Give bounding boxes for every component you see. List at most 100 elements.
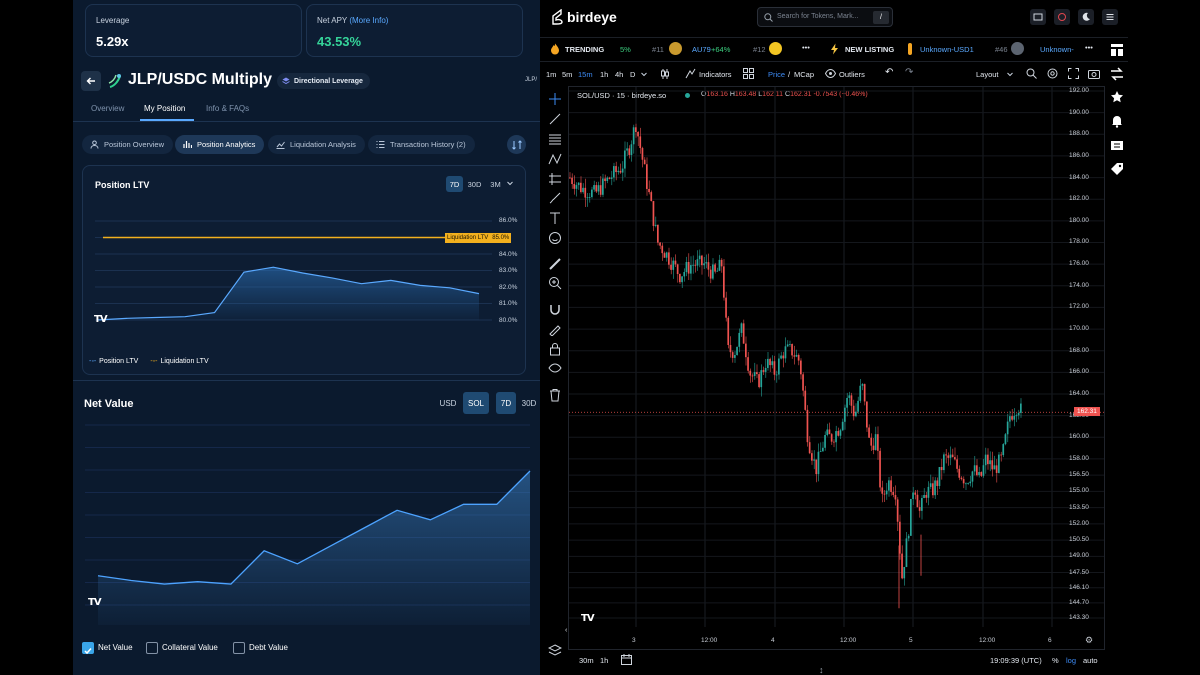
outliers-toggle[interactable]: Outliers <box>839 70 865 79</box>
new-listing-unknown[interactable]: Unknown- <box>1040 45 1074 54</box>
nv-range-7d[interactable]: 7D <box>496 392 516 414</box>
new-listing-usd1[interactable]: Unknown-USD1 <box>920 45 974 54</box>
tf-4h[interactable]: 4h <box>615 70 624 79</box>
trending-item-au79[interactable]: AU79 <box>692 45 711 54</box>
ltv-range-30d[interactable]: 30D <box>467 179 482 189</box>
unit-usd[interactable]: USD <box>439 398 457 408</box>
collateral-value-checkbox[interactable] <box>146 642 158 654</box>
candle-body <box>602 178 604 195</box>
camera-icon[interactable] <box>1088 68 1100 79</box>
tab-info-faqs[interactable]: Info & FAQs <box>206 104 250 113</box>
chevron-down-icon[interactable] <box>641 72 647 77</box>
brush-icon[interactable] <box>548 191 562 205</box>
range-30m[interactable]: 30m <box>579 656 594 665</box>
candle-body <box>621 168 624 173</box>
visibility-icon[interactable] <box>548 361 562 375</box>
tf-15m[interactable]: 15m <box>578 70 593 79</box>
more-trending[interactable]: ••• <box>802 43 810 52</box>
unit-sol[interactable]: SOL <box>463 392 489 414</box>
symbol-label[interactable]: SOL/USD · 15 · birdeye.so <box>577 91 667 100</box>
log-scale-toggle[interactable]: log <box>1066 656 1077 665</box>
trend-line-icon[interactable] <box>548 112 562 126</box>
trash-icon[interactable] <box>548 388 562 402</box>
tf-1h[interactable]: 1h <box>600 70 609 79</box>
star-icon[interactable] <box>1110 90 1124 104</box>
collapse-toolbar-button[interactable]: ‹ <box>565 627 568 634</box>
chevron-down-icon[interactable] <box>507 181 513 186</box>
tag-icon[interactable] <box>1110 162 1124 176</box>
emoji-icon[interactable] <box>548 231 562 245</box>
measure-tool-icon[interactable] <box>548 172 562 186</box>
layout-button[interactable]: Layout <box>976 70 999 79</box>
resize-handle[interactable]: ↕ <box>819 665 824 675</box>
text-tool-icon[interactable] <box>548 211 562 225</box>
apy-card: Net APY (More Info) 43.53% <box>306 4 523 57</box>
more-new-listing[interactable]: ••• <box>1085 43 1093 52</box>
bell-icon[interactable] <box>1110 114 1124 128</box>
zoom-in-icon[interactable] <box>548 276 562 290</box>
ltv-range-7d[interactable]: 7D <box>446 176 463 192</box>
range-1h[interactable]: 1h <box>600 656 609 665</box>
collateral-value-checkbox-label[interactable]: Collateral Value <box>162 643 218 652</box>
debt-value-checkbox[interactable] <box>233 642 245 654</box>
lock-drawing-icon[interactable] <box>548 322 562 336</box>
ohlc-high: 163.48 <box>734 91 757 98</box>
debt-value-checkbox-label[interactable]: Debt Value <box>249 643 288 652</box>
undo-button[interactable]: ↶ <box>885 67 894 78</box>
nv-range-30d[interactable]: 30D <box>521 398 537 408</box>
lock-icon[interactable] <box>548 342 562 356</box>
mcap-toggle[interactable]: MCap <box>794 70 815 79</box>
net-value-checkbox[interactable] <box>82 642 94 655</box>
indicators-button[interactable]: Indicators <box>699 70 732 79</box>
trending-label: TRENDING <box>565 45 605 54</box>
settings-icon[interactable] <box>1047 68 1058 79</box>
search-box[interactable]: Search for Tokens, Mark... / <box>757 7 893 27</box>
tf-5m[interactable]: 5m <box>562 70 573 79</box>
menu-button[interactable] <box>1102 9 1118 25</box>
emoji-token-avatar[interactable] <box>769 42 782 55</box>
subtab-liquidation-analysis[interactable]: Liquidation Analysis <box>268 135 365 154</box>
ruler-icon[interactable] <box>548 257 562 271</box>
dashboard-icon[interactable] <box>1110 43 1124 57</box>
swap-icon[interactable] <box>1110 67 1124 81</box>
more-info-link[interactable]: (More Info) <box>349 16 389 25</box>
candles-icon[interactable] <box>660 68 670 80</box>
candle-body <box>749 370 752 376</box>
calendar-icon[interactable] <box>621 654 632 665</box>
brand-name[interactable]: birdeye <box>567 9 617 25</box>
tf-1m[interactable]: 1m <box>546 70 557 79</box>
horizontal-lines-icon[interactable] <box>548 132 562 146</box>
back-button[interactable] <box>81 71 101 91</box>
candle-body <box>806 409 809 443</box>
theme-toggle-button[interactable] <box>1078 9 1094 25</box>
pattern-tool-icon[interactable] <box>548 152 562 166</box>
portfolio-icon[interactable] <box>1110 138 1124 152</box>
chevron-down-icon[interactable] <box>1007 72 1013 77</box>
crosshair-icon[interactable] <box>548 92 562 106</box>
ltv-ytick: 80.0% <box>499 317 518 324</box>
tab-overview[interactable]: Overview <box>91 104 125 113</box>
magnet-icon[interactable] <box>548 303 562 317</box>
subtab-transaction-history[interactable]: Transaction History (2) <box>368 135 475 154</box>
notification-button[interactable] <box>1054 9 1070 25</box>
zoom-search-icon[interactable] <box>1026 68 1037 79</box>
percent-scale-toggle[interactable]: % <box>1052 656 1059 665</box>
subtab-position-analytics[interactable]: Position Analytics <box>175 135 265 154</box>
swap-view-button[interactable] <box>507 135 526 154</box>
subtab-position-overview[interactable]: Position Overview <box>82 135 174 154</box>
fullscreen-icon[interactable] <box>1068 68 1079 79</box>
auto-scale-toggle[interactable]: auto <box>1083 656 1098 665</box>
tf-d[interactable]: D <box>630 70 636 79</box>
layers-icon[interactable] <box>548 644 562 658</box>
price-toggle[interactable]: Price <box>768 70 786 79</box>
clock-readout[interactable]: 19:09:39 (UTC) <box>990 656 1042 665</box>
net-value-checkbox-label[interactable]: Net Value <box>98 643 133 652</box>
redo-button[interactable]: ↷ <box>905 67 914 78</box>
layout-grid-icon[interactable] <box>743 68 754 79</box>
search-icon <box>764 13 773 22</box>
wallet-button[interactable] <box>1030 9 1046 25</box>
price-axis-tick: 143.30 <box>1069 614 1089 621</box>
axis-settings-icon[interactable]: ⚙ <box>1085 635 1094 645</box>
ltv-range-3m[interactable]: 3M <box>490 179 501 189</box>
tab-my-position[interactable]: My Position <box>144 104 186 113</box>
